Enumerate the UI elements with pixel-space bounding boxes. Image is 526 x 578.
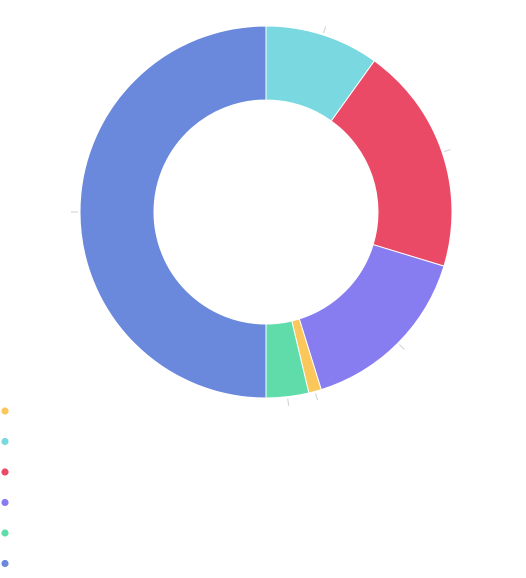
donut-slice-3[interactable] (298, 243, 445, 391)
slices-layer (79, 25, 453, 399)
legend (1, 407, 9, 568)
legend-marker-1 (1, 437, 9, 446)
legend-item-1[interactable] (1, 437, 9, 446)
legend-item-5[interactable] (1, 559, 9, 568)
leader-line-1 (323, 26, 327, 34)
legend-marker-2 (1, 468, 9, 476)
legend-item-0[interactable] (1, 407, 9, 415)
legend-item-4[interactable] (1, 529, 9, 537)
legend-item-2[interactable] (1, 468, 9, 476)
leader-line-0 (315, 393, 318, 401)
leader-line-4 (287, 398, 290, 406)
legend-marker-5 (1, 559, 9, 568)
leader-lines-layer (71, 26, 451, 406)
legend-item-3[interactable] (1, 498, 9, 507)
donut-slice-2[interactable] (330, 60, 453, 267)
donut-slice-5[interactable] (79, 25, 267, 399)
legend-marker-3 (1, 498, 9, 507)
legend-marker-4 (1, 529, 9, 537)
leader-line-3 (399, 344, 405, 350)
legend-marker-0 (1, 407, 9, 415)
leader-line-2 (443, 148, 451, 153)
